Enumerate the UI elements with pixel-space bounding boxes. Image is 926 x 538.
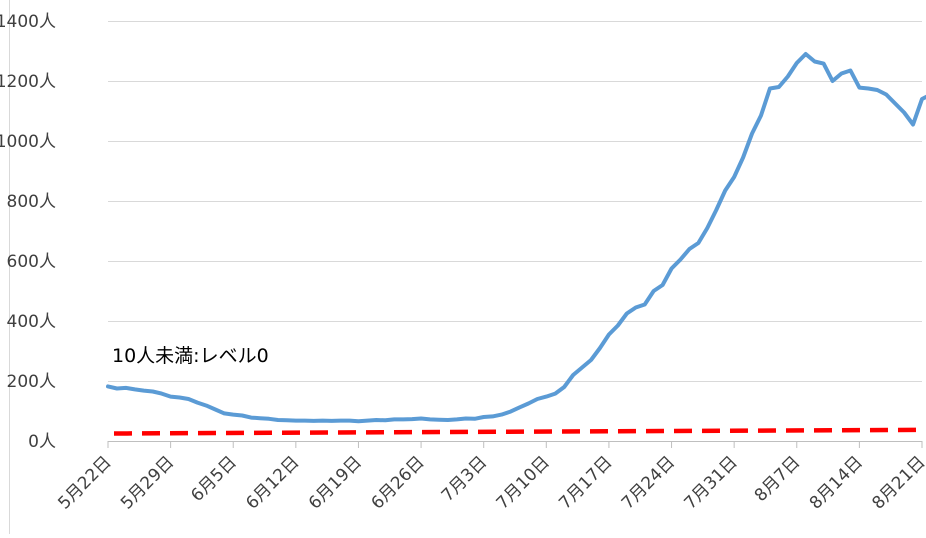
axes <box>9 0 923 534</box>
x-tick-label: 8月21日 <box>868 452 926 513</box>
series-line-threshold <box>113 427 923 436</box>
x-tick-label: 6月19日 <box>305 452 366 513</box>
x-tick-label: 7月24日 <box>618 452 679 513</box>
x-tick-label: 7月31日 <box>681 452 742 513</box>
y-tick-label: 200人 <box>7 372 56 392</box>
y-tick-label: 800人 <box>7 192 56 212</box>
x-tick-label: 7月10日 <box>493 452 554 513</box>
x-tick-label: 5月29日 <box>117 452 178 513</box>
gridlines <box>108 21 922 442</box>
y-tick-label: 600人 <box>7 252 56 272</box>
series-line-cases <box>106 52 926 424</box>
x-tick-label: 7月3日 <box>438 452 491 505</box>
y-tick-label: 1000人 <box>0 132 56 152</box>
y-tick-label: 1400人 <box>0 12 56 32</box>
annotation-label: 10人未満:レベル0 <box>112 345 269 367</box>
x-tick-label: 7月17日 <box>555 452 616 513</box>
y-tick-label: 1200人 <box>0 72 56 92</box>
y-tick-label: 400人 <box>7 312 56 332</box>
y-tick-label: 0人 <box>28 432 56 452</box>
series <box>106 52 926 436</box>
x-axis-tick-labels: 5月22日 5月29日 6月5日 6月12日 6月19日 6月26日 7月3日 7月10日 7月… <box>54 452 926 513</box>
x-tick-label: 8月7日 <box>751 452 804 505</box>
y-axis-tick-labels: 0人 200人 400人 600人 800人 1000人 1200人 1400人 <box>0 12 56 452</box>
x-tick-label: 6月12日 <box>242 452 303 513</box>
annotations: 10人未満:レベル0 <box>112 345 269 367</box>
x-tick-label: 6月5日 <box>187 452 240 505</box>
x-tick-label: 6月26日 <box>367 452 428 513</box>
x-tick-label: 8月14日 <box>806 452 867 513</box>
x-tick-label: 5月22日 <box>54 452 115 513</box>
